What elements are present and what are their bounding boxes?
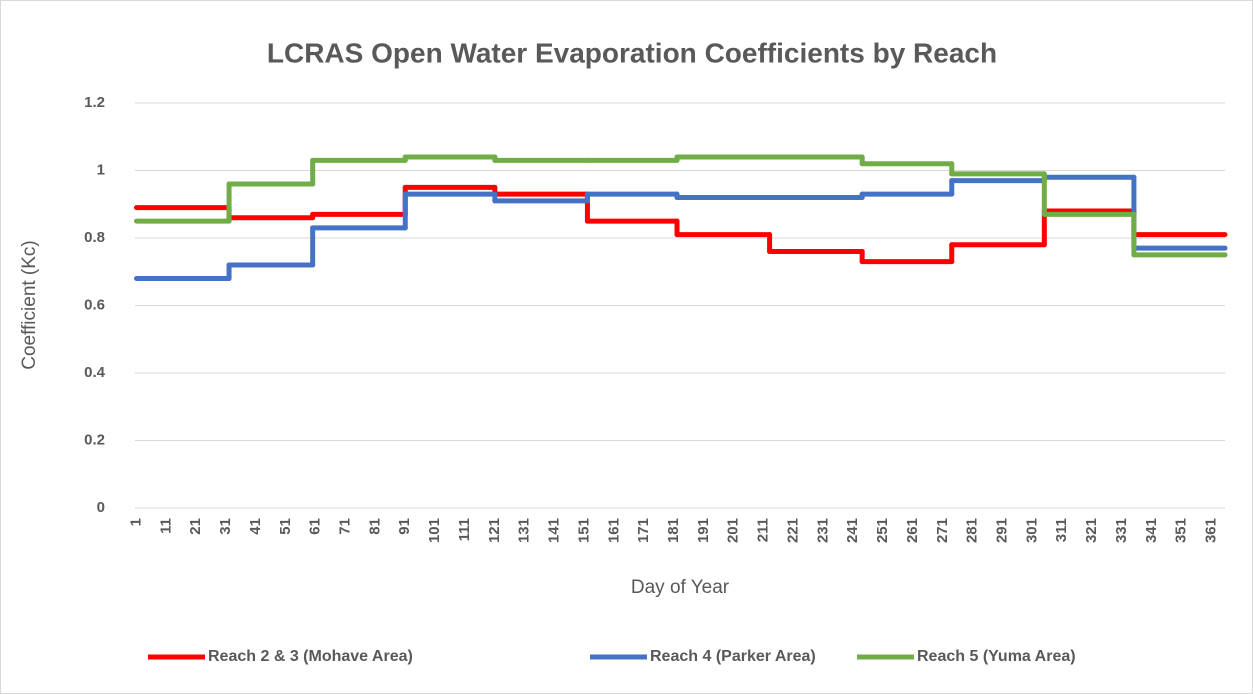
y-tick-label: 1: [97, 161, 105, 178]
x-tick-label: 261: [904, 518, 921, 543]
x-tick-label: 171: [635, 518, 652, 543]
x-tick-label: 141: [546, 518, 563, 543]
y-axis-title: Coefficient (Kc): [19, 240, 40, 370]
x-tick-label: 81: [366, 518, 383, 535]
x-tick-label: 361: [1203, 518, 1220, 543]
x-axis-title: Day of Year: [631, 577, 730, 598]
x-tick-label: 41: [247, 518, 264, 535]
x-tick-label: 111: [456, 518, 473, 541]
x-tick-label: 221: [784, 518, 801, 543]
x-tick-label: 191: [695, 518, 712, 543]
legend-label: Reach 5 (Yuma Area): [917, 648, 1076, 665]
x-tick-label: 271: [934, 518, 951, 543]
legend-label: Reach 4 (Parker Area): [650, 648, 816, 665]
x-tick-label: 1: [127, 518, 144, 526]
x-tick-label: 131: [516, 518, 533, 543]
x-tick-label: 51: [277, 518, 294, 535]
x-tick-label: 231: [814, 518, 831, 543]
x-tick-label: 101: [426, 518, 443, 543]
x-tick-label: 181: [665, 518, 682, 543]
x-tick-label: 71: [337, 518, 354, 535]
x-tick-label: 151: [575, 518, 592, 543]
x-tick-label: 21: [187, 518, 204, 535]
x-tick-label: 91: [396, 518, 413, 535]
y-tick-label: 0.6: [84, 296, 105, 313]
x-tick-label: 321: [1083, 518, 1100, 543]
x-tick-label: 121: [486, 518, 503, 543]
chart-title: LCRAS Open Water Evaporation Coefficient…: [267, 37, 997, 68]
x-tick-label: 61: [307, 518, 324, 535]
x-tick-label: 31: [217, 518, 234, 535]
x-tick-label: 161: [605, 518, 622, 543]
y-tick-label: 0: [97, 499, 105, 516]
x-tick-label: 241: [844, 518, 861, 543]
legend-label: Reach 2 & 3 (Mohave Area): [208, 648, 413, 665]
x-tick-label: 331: [1113, 518, 1130, 543]
x-tick-label: 211: [755, 518, 772, 542]
x-tick-label: 311: [1053, 518, 1070, 542]
x-tick-label: 201: [725, 518, 742, 543]
y-tick-label: 0.2: [84, 431, 105, 448]
y-tick-label: 0.8: [84, 229, 105, 246]
x-tick-label: 281: [964, 518, 981, 543]
x-tick-label: 11: [157, 518, 174, 534]
x-tick-label: 351: [1173, 518, 1190, 543]
y-tick-label: 1.2: [84, 94, 105, 111]
x-tick-label: 251: [874, 518, 891, 543]
y-tick-label: 0.4: [84, 364, 106, 381]
x-tick-label: 301: [1023, 518, 1040, 543]
x-tick-label: 341: [1143, 518, 1160, 543]
x-tick-label: 291: [993, 518, 1010, 543]
